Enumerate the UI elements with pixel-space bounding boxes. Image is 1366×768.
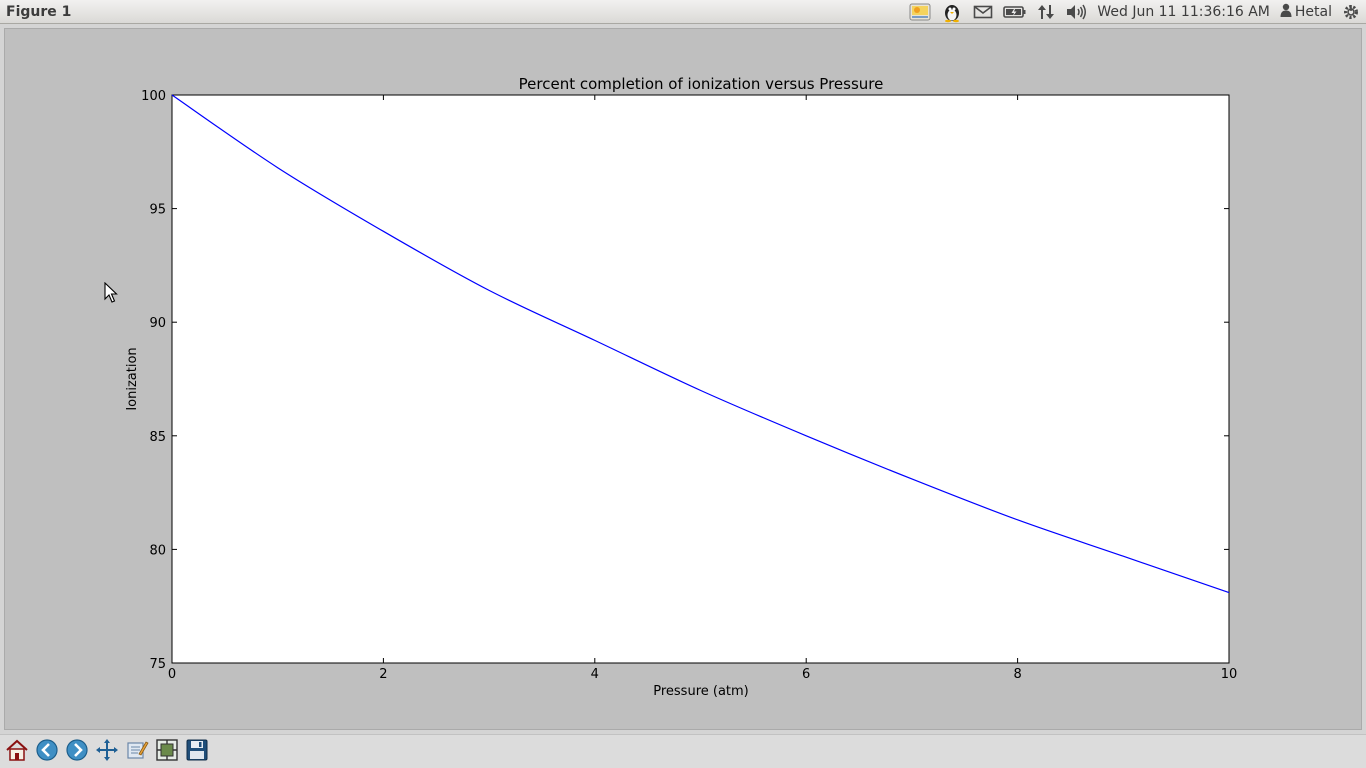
user-name: Hetal <box>1294 4 1332 20</box>
x-axis-label: Pressure (atm) <box>653 684 749 699</box>
session-gear-icon[interactable] <box>1342 0 1360 24</box>
y-axis-label: Ionization <box>125 347 140 410</box>
forward-arrow-icon <box>65 738 89 766</box>
save-button[interactable] <box>183 738 211 766</box>
clock[interactable]: Wed Jun 11 11:36:16 AM <box>1097 4 1270 20</box>
subplots-button[interactable] <box>153 738 181 766</box>
mouse-pointer-icon <box>104 281 118 308</box>
x-tick-label: 2 <box>379 667 387 682</box>
series-line <box>171 94 1230 594</box>
chart-title: Percent completion of ionization versus … <box>519 75 884 93</box>
forward-button[interactable] <box>63 738 91 766</box>
battery-icon[interactable] <box>1003 0 1027 24</box>
axes-area[interactable] <box>171 94 1230 664</box>
navigation-toolbar <box>0 734 1366 768</box>
y-tick-labels: 75 80 85 90 95 100 <box>141 89 166 672</box>
x-tick-label: 8 <box>1013 667 1021 682</box>
x-tick-label: 6 <box>802 667 810 682</box>
window-title: Figure 1 <box>6 4 72 20</box>
y-tick-label: 80 <box>149 543 166 558</box>
weather-app-icon[interactable] <box>909 0 931 24</box>
user-menu[interactable]: Hetal <box>1280 3 1332 21</box>
y-tick-label: 95 <box>149 203 166 218</box>
edit-rect-icon <box>125 738 149 766</box>
back-button[interactable] <box>33 738 61 766</box>
top-panel: Figure 1 Wed Jun 11 11:36:16 AM Hetal <box>0 0 1366 24</box>
figure-window: 0 2 4 6 8 10 75 80 85 90 95 100 Percent completion… <box>0 24 1366 734</box>
home-button[interactable] <box>3 738 31 766</box>
floppy-disk-icon <box>185 738 209 766</box>
plot: 0 2 4 6 8 10 75 80 85 90 95 100 Percent completion… <box>125 75 1237 699</box>
pan-button[interactable] <box>93 738 121 766</box>
x-tick-labels: 0 2 4 6 8 10 <box>168 667 1237 682</box>
x-tick-label: 0 <box>168 667 176 682</box>
move-arrows-icon <box>95 738 119 766</box>
subplots-icon <box>155 738 179 766</box>
home-icon <box>5 738 29 766</box>
network-icon[interactable] <box>1037 0 1055 24</box>
y-tick-label: 75 <box>149 657 166 672</box>
back-arrow-icon <box>35 738 59 766</box>
tick-marks <box>171 94 1230 664</box>
y-tick-label: 100 <box>141 89 166 104</box>
y-tick-label: 85 <box>149 430 166 445</box>
x-tick-label: 4 <box>591 667 599 682</box>
y-tick-label: 90 <box>149 316 166 331</box>
penguin-tray-icon[interactable] <box>941 0 963 24</box>
volume-icon[interactable] <box>1065 0 1087 24</box>
mail-icon[interactable] <box>973 0 993 24</box>
indicator-area: Wed Jun 11 11:36:16 AM Hetal <box>899 0 1360 24</box>
x-tick-label: 10 <box>1221 667 1238 682</box>
figure-canvas[interactable]: 0 2 4 6 8 10 75 80 85 90 95 100 Percent completion… <box>4 28 1362 730</box>
user-icon <box>1280 3 1292 21</box>
zoom-rect-button[interactable] <box>123 738 151 766</box>
